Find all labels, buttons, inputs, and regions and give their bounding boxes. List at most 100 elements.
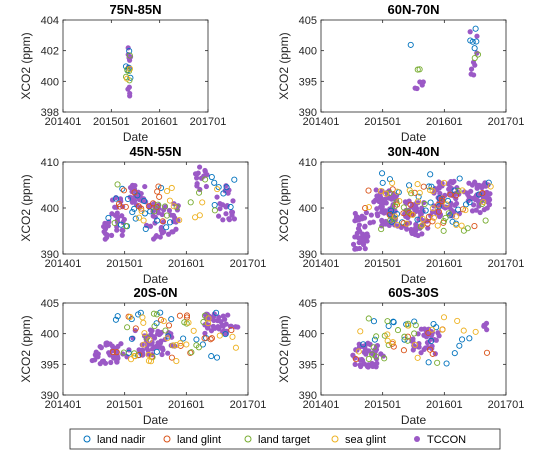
data-point [381, 355, 388, 362]
data-point [365, 340, 371, 346]
data-point [383, 200, 389, 206]
panel-title: 60N-70N [387, 2, 439, 17]
y-tick-label: 390 [299, 107, 317, 119]
data-point [159, 211, 165, 218]
data-point [161, 203, 169, 210]
data-point [379, 217, 385, 223]
data-point [154, 217, 161, 224]
data-point [373, 333, 380, 340]
data-point [126, 47, 133, 55]
data-point [363, 231, 370, 237]
data-point [211, 179, 218, 186]
x-tick-label: 201501 [364, 116, 401, 128]
data-point [419, 231, 425, 237]
data-point [451, 178, 457, 184]
data-point [369, 360, 375, 367]
data-point [159, 351, 165, 358]
data-point [414, 198, 422, 205]
x-tick-label: 201401 [303, 116, 340, 128]
data-point [352, 356, 360, 363]
data-point [410, 336, 416, 342]
data-point [229, 333, 236, 340]
x-axis-label: Date [401, 130, 427, 144]
y-axis-label: XCO2 (ppm) [19, 174, 33, 241]
data-point [202, 330, 208, 336]
data-point [369, 351, 376, 358]
data-point [453, 200, 460, 207]
data-point [414, 85, 420, 92]
data-point [421, 200, 428, 208]
data-point [214, 186, 221, 193]
data-point [151, 334, 157, 340]
data-point [361, 215, 368, 221]
data-point [187, 199, 194, 206]
data-point [169, 342, 177, 349]
data-point [418, 326, 424, 332]
data-point [183, 312, 191, 319]
data-point [427, 187, 434, 194]
data-point [135, 214, 143, 221]
y-axis-label: XCO2 (ppm) [277, 32, 291, 99]
data-point [412, 341, 419, 348]
data-point [223, 211, 229, 217]
x-tick-label: 201501 [364, 258, 401, 270]
data-point [157, 234, 163, 240]
data-point [127, 356, 135, 363]
data-point [474, 50, 480, 56]
panel-points [350, 170, 494, 252]
data-point [466, 199, 473, 206]
data-point [373, 187, 379, 193]
data-point [199, 341, 206, 348]
data-point [128, 335, 135, 342]
data-point [208, 173, 215, 181]
data-point [112, 316, 119, 323]
data-point [127, 74, 134, 81]
data-point [166, 207, 173, 214]
data-point [473, 207, 479, 213]
data-point [469, 38, 476, 45]
data-point [384, 337, 391, 344]
data-point [114, 358, 120, 364]
data-point [389, 179, 396, 187]
data-point [117, 196, 124, 202]
data-point [108, 232, 115, 238]
panel-points [101, 164, 238, 242]
data-point [124, 324, 131, 331]
data-point [131, 205, 138, 212]
data-point [214, 194, 220, 200]
data-point [129, 199, 135, 205]
data-point [213, 354, 221, 361]
data-point [151, 323, 158, 330]
data-point [459, 187, 466, 194]
data-point [418, 350, 424, 356]
data-point [142, 225, 149, 232]
data-point [230, 198, 236, 204]
data-point [391, 203, 399, 210]
data-point [195, 344, 202, 351]
data-point [452, 192, 460, 199]
data-point [180, 335, 187, 342]
data-point [187, 349, 194, 356]
data-point [116, 203, 123, 210]
data-point [140, 341, 147, 348]
data-point [145, 203, 152, 210]
data-point [440, 218, 448, 225]
x-tick-label: 201401 [45, 399, 82, 411]
legend-item: land glint [163, 434, 221, 446]
data-point [114, 181, 121, 188]
data-point [126, 64, 133, 72]
data-point [388, 207, 395, 214]
x-axis-label: Date [143, 272, 169, 286]
data-point [170, 203, 177, 210]
data-point [119, 232, 125, 238]
data-point [165, 322, 173, 329]
data-point [379, 179, 386, 186]
data-point [417, 223, 424, 230]
x-axis-label: Date [401, 413, 427, 427]
data-point [156, 193, 163, 200]
data-point [352, 361, 358, 367]
data-point [407, 201, 414, 208]
y-tick-label: 390 [299, 249, 317, 261]
y-tick-label: 390 [299, 390, 317, 402]
y-tick-label: 395 [299, 359, 317, 371]
